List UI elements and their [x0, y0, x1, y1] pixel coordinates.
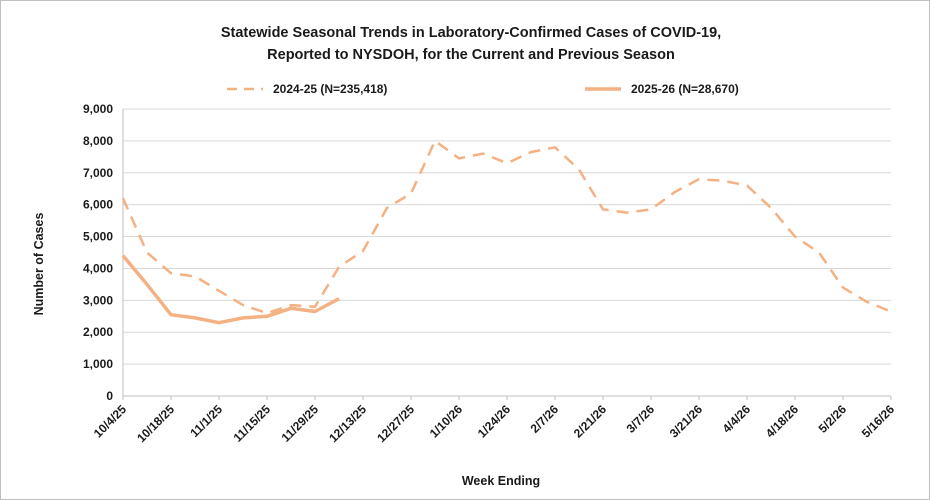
- y-tick-label: 6,000: [83, 198, 113, 212]
- x-tick-label: 2/7/26: [528, 402, 562, 436]
- axes: [122, 109, 892, 400]
- x-tick-label: 5/2/26: [816, 402, 850, 436]
- series-line-2025-26: [121, 254, 340, 325]
- chart-title-line-2: Reported to NYSDOH, for the Current and …: [267, 47, 675, 63]
- x-tick-label: 10/18/25: [134, 402, 177, 445]
- x-tick-labels: 10/4/25 10/18/25 11/1/25 11/15/25 11/29/25 12…: [91, 402, 897, 445]
- x-tick-label: 11/29/25: [279, 402, 322, 445]
- x-tick-label: 11/15/25: [231, 402, 274, 445]
- x-tick-label: 4/4/26: [720, 402, 754, 436]
- y-tick-label: 4,000: [83, 261, 113, 275]
- x-tick-label: 4/18/26: [763, 402, 801, 440]
- y-tick-label: 0: [106, 389, 113, 403]
- y-tick-label: 7,000: [83, 166, 113, 180]
- x-tick-label: 12/27/25: [374, 402, 417, 445]
- y-tick-label: 5,000: [83, 230, 113, 244]
- y-tick-label: 9,000: [83, 102, 113, 116]
- legend-label-2024-25: 2024-25 (N=235,418): [273, 82, 387, 96]
- x-tick-label: 2/21/26: [571, 402, 609, 440]
- y-tick-labels: 0 1,000 2,000 3,000 4,000 5,000 6,000 7,000 8,00…: [83, 102, 113, 403]
- x-tick-label: 1/10/26: [427, 402, 465, 440]
- x-tick-label: 12/13/25: [326, 402, 369, 445]
- series-lines: [121, 139, 892, 325]
- x-axis-title: Week Ending: [462, 474, 540, 488]
- chart-title-line-1: Statewide Seasonal Trends in Laboratory-…: [221, 25, 721, 41]
- legend: 2024-25 (N=235,418) 2025-26 (N=28,670): [227, 82, 739, 96]
- y-tick-label: 2,000: [83, 325, 113, 339]
- y-tick-label: 8,000: [83, 134, 113, 148]
- x-tick-label: 3/7/26: [624, 402, 658, 436]
- series-line-2024-25: [121, 139, 892, 315]
- x-tick-label: 11/1/25: [187, 402, 225, 440]
- x-tick-label: 5/16/26: [859, 402, 897, 440]
- x-tick-label: 1/24/26: [475, 402, 513, 440]
- legend-label-2025-26: 2025-26 (N=28,670): [631, 82, 739, 96]
- gridlines: [123, 108, 891, 365]
- y-axis-title: Number of Cases: [32, 213, 46, 316]
- y-tick-label: 1,000: [83, 357, 113, 371]
- x-tick-label: 3/21/26: [667, 402, 705, 440]
- y-tick-label: 3,000: [83, 293, 113, 307]
- x-tick-label: 10/4/25: [91, 402, 129, 440]
